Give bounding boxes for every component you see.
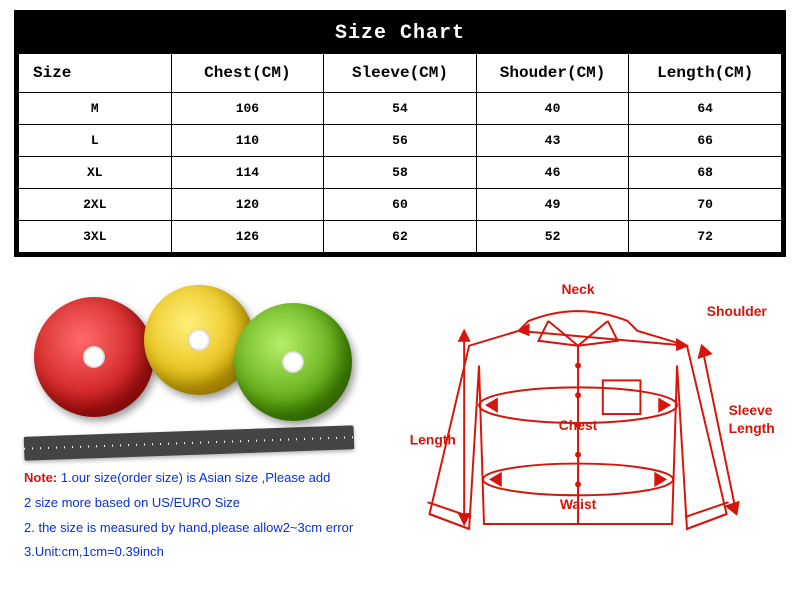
cell-value: 52 [476, 221, 629, 253]
size-chart-container: Size Chart Size Chest(CM) Sleeve(CM) Sho… [14, 10, 786, 257]
size-table: Size Chest(CM) Sleeve(CM) Shouder(CM) Le… [18, 53, 782, 253]
label-sleeve-2: Length [728, 420, 774, 436]
label-waist: Waist [560, 496, 597, 512]
cell-value: 64 [629, 93, 782, 125]
cell-value: 43 [476, 125, 629, 157]
note-line-4: 3.Unit:cm,1cm=0.39inch [24, 544, 164, 559]
note-lead: Note: [24, 470, 57, 485]
size-note: Note: 1.our size(order size) is Asian si… [24, 466, 353, 565]
cell-value: 66 [629, 125, 782, 157]
table-header-row: Size Chest(CM) Sleeve(CM) Shouder(CM) Le… [19, 54, 782, 93]
cell-size: 3XL [19, 221, 172, 253]
cell-value: 106 [171, 93, 324, 125]
col-sleeve: Sleeve(CM) [324, 54, 477, 93]
tape-green-icon [234, 303, 352, 421]
shirt-diagram: Neck Shoulder Chest Waist Length Sleeve … [380, 275, 776, 565]
cell-size: XL [19, 157, 172, 189]
cell-value: 70 [629, 189, 782, 221]
cell-value: 68 [629, 157, 782, 189]
note-line-1: 1.our size(order size) is Asian size ,Pl… [57, 470, 330, 485]
label-shoulder: Shoulder [707, 303, 768, 319]
note-line-3: 2. the size is measured by hand,please a… [24, 520, 353, 535]
cell-value: 56 [324, 125, 477, 157]
measuring-tape-illustration: Note: 1.our size(order size) is Asian si… [24, 275, 370, 565]
table-row: M106544064 [19, 93, 782, 125]
cell-value: 60 [324, 189, 477, 221]
chart-title: Size Chart [18, 14, 782, 53]
cell-size: M [19, 93, 172, 125]
cell-size: 2XL [19, 189, 172, 221]
note-line-2: 2 size more based on US/EURO Size [24, 495, 240, 510]
cell-value: 120 [171, 189, 324, 221]
table-row: L110564366 [19, 125, 782, 157]
cell-value: 54 [324, 93, 477, 125]
tape-red-icon [34, 297, 154, 417]
cell-value: 62 [324, 221, 477, 253]
label-sleeve-1: Sleeve [728, 402, 772, 418]
label-length: Length [410, 432, 456, 448]
cell-value: 126 [171, 221, 324, 253]
col-length: Length(CM) [629, 54, 782, 93]
cell-value: 110 [171, 125, 324, 157]
cell-value: 58 [324, 157, 477, 189]
table-row: 2XL120604970 [19, 189, 782, 221]
cell-size: L [19, 125, 172, 157]
table-row: XL114584668 [19, 157, 782, 189]
cell-value: 49 [476, 189, 629, 221]
label-chest: Chest [559, 417, 598, 433]
col-shoulder: Shouder(CM) [476, 54, 629, 93]
table-row: 3XL126625272 [19, 221, 782, 253]
col-chest: Chest(CM) [171, 54, 324, 93]
cell-value: 114 [171, 157, 324, 189]
col-size: Size [19, 54, 172, 93]
cell-value: 46 [476, 157, 629, 189]
cell-value: 40 [476, 93, 629, 125]
label-neck: Neck [561, 281, 594, 297]
cell-value: 72 [629, 221, 782, 253]
